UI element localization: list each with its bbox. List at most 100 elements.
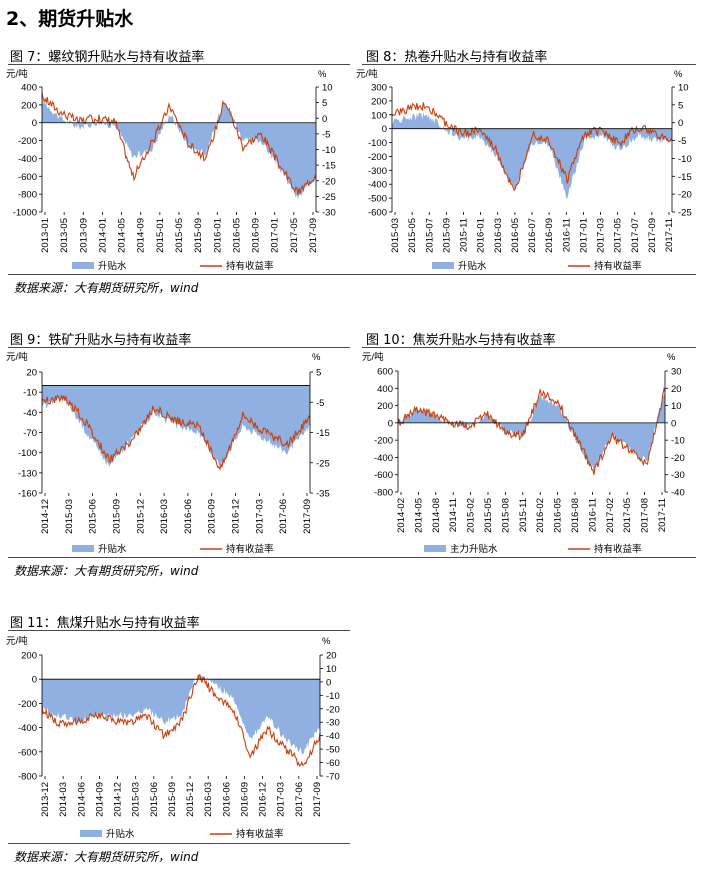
right-tick-label: -20 bbox=[326, 704, 340, 715]
right-tick-label: 10 bbox=[678, 83, 689, 94]
section-title: 2、期货升贴水 bbox=[6, 8, 134, 30]
x-tick-label: 2017-11 bbox=[657, 498, 668, 532]
source-note: 数据来源：大有期货研究所，wind bbox=[14, 564, 199, 578]
right-tick-label: -30 bbox=[326, 718, 340, 729]
x-tick-label: 2017-09 bbox=[308, 218, 319, 253]
right-unit-label: % bbox=[674, 69, 683, 80]
left-tick-label: -40 bbox=[23, 408, 37, 419]
x-tick-label: 2014-12 bbox=[40, 499, 51, 534]
right-tick-label: 5 bbox=[678, 100, 683, 111]
left-tick-label: -400 bbox=[18, 723, 37, 734]
x-tick-label: 2015-03 bbox=[390, 218, 401, 253]
left-tick-label: 400 bbox=[21, 83, 37, 94]
x-tick-label: 2017-09 bbox=[647, 218, 658, 253]
x-tick-label: 2015-09 bbox=[441, 218, 452, 253]
legend-return-label: 持有收益率 bbox=[236, 828, 284, 840]
x-tick-label: 2017-11 bbox=[664, 218, 675, 252]
left-tick-label: 300 bbox=[371, 83, 387, 94]
x-tick-label: 2014-09 bbox=[136, 218, 147, 253]
x-tick-label: 2017-06 bbox=[294, 782, 305, 817]
left-tick-label: -600 bbox=[374, 470, 393, 481]
x-tick-label: 2016-01 bbox=[212, 218, 223, 253]
legend-basis-swatch bbox=[72, 545, 94, 552]
right-tick-label: -5 bbox=[316, 398, 324, 409]
x-tick-label: 2016-03 bbox=[203, 782, 214, 817]
right-tick-label: 10 bbox=[322, 83, 333, 94]
x-tick-label: 2015-05 bbox=[407, 218, 418, 253]
left-tick-label: -400 bbox=[374, 453, 393, 464]
left-tick-label: 200 bbox=[21, 651, 37, 662]
x-tick-label: 2017-07 bbox=[630, 218, 641, 253]
right-tick-label: 5 bbox=[322, 98, 327, 109]
right-tick-label: 5 bbox=[316, 368, 321, 379]
right-tick-label: -40 bbox=[671, 488, 685, 499]
return-line-series bbox=[41, 92, 317, 196]
basis-area-series bbox=[42, 673, 320, 755]
x-tick-label: 2014-08 bbox=[431, 498, 442, 533]
right-tick-label: 0 bbox=[671, 418, 676, 429]
left-tick-label: 0 bbox=[32, 118, 37, 129]
x-tick-label: 2013-09 bbox=[78, 218, 89, 253]
left-tick-label: 0 bbox=[388, 418, 393, 429]
x-tick-label: 2014-03 bbox=[58, 782, 69, 817]
right-tick-label: -15 bbox=[678, 172, 692, 183]
right-tick-label: 20 bbox=[671, 384, 682, 395]
right-tick-label: -50 bbox=[326, 745, 340, 756]
x-tick-label: 2017-06 bbox=[278, 499, 289, 534]
figure-caption: 图 9：铁矿升贴水与持有收益率 bbox=[10, 333, 192, 348]
left-tick-label: -10 bbox=[23, 388, 37, 399]
left-tick-label: -300 bbox=[368, 166, 387, 177]
return-line-series bbox=[397, 386, 666, 475]
left-tick-label: -200 bbox=[368, 152, 387, 163]
x-tick-label: 2013-01 bbox=[40, 218, 51, 253]
right-tick-label: 10 bbox=[671, 401, 682, 412]
right-tick-label: -25 bbox=[322, 192, 336, 203]
basis-area-series bbox=[398, 391, 665, 471]
left-tick-label: 200 bbox=[377, 401, 393, 412]
x-tick-label: 2015-12 bbox=[185, 782, 196, 817]
caption-rule bbox=[8, 64, 350, 65]
legend-return-label: 持有收益率 bbox=[594, 543, 642, 555]
x-tick-label: 2014-01 bbox=[97, 218, 108, 253]
x-tick-label: 2017-01 bbox=[270, 218, 281, 253]
source-rule bbox=[8, 843, 350, 844]
legend-basis-label: 升贴水 bbox=[458, 260, 487, 272]
right-tick-label: -30 bbox=[322, 208, 336, 219]
left-tick-label: -100 bbox=[368, 138, 387, 149]
x-tick-label: 2014-05 bbox=[413, 498, 424, 533]
left-tick-label: -600 bbox=[368, 208, 387, 219]
left-unit-label: 元/吨 bbox=[6, 635, 28, 647]
x-tick-label: 2016-01 bbox=[476, 218, 487, 253]
x-tick-label: 2017-08 bbox=[640, 498, 651, 533]
x-tick-label: 2016-08 bbox=[570, 498, 581, 533]
right-tick-label: 20 bbox=[326, 651, 337, 662]
right-tick-label: -10 bbox=[678, 154, 692, 165]
x-tick-label: 2016-07 bbox=[527, 218, 538, 253]
right-tick-label: -20 bbox=[322, 176, 336, 187]
x-tick-label: 2016-09 bbox=[544, 218, 555, 253]
left-tick-label: 100 bbox=[371, 110, 387, 121]
x-tick-label: 2014-12 bbox=[113, 782, 124, 817]
right-tick-label: -5 bbox=[322, 129, 330, 140]
right-unit-label: % bbox=[318, 69, 327, 80]
right-tick-label: -20 bbox=[678, 190, 692, 201]
legend-return-label: 持有收益率 bbox=[226, 543, 274, 555]
legend-basis-swatch bbox=[72, 262, 94, 269]
x-tick-label: 2017-01 bbox=[578, 218, 589, 253]
left-tick-label: -130 bbox=[18, 468, 37, 479]
basis-area-series bbox=[42, 385, 310, 467]
right-unit-label: % bbox=[312, 352, 321, 363]
x-tick-label: 2015-11 bbox=[518, 498, 529, 532]
x-tick-label: 2015-08 bbox=[500, 498, 511, 533]
left-tick-label: 0 bbox=[32, 675, 37, 686]
left-tick-label: -100 bbox=[18, 448, 37, 459]
caption-rule bbox=[362, 347, 696, 348]
left-tick-label: -70 bbox=[23, 428, 37, 439]
right-tick-label: -15 bbox=[316, 428, 330, 439]
x-tick-label: 2015-03 bbox=[64, 499, 75, 534]
right-tick-label: -25 bbox=[316, 458, 330, 469]
right-tick-label: 0 bbox=[322, 114, 327, 125]
x-tick-label: 2017-05 bbox=[613, 218, 624, 253]
